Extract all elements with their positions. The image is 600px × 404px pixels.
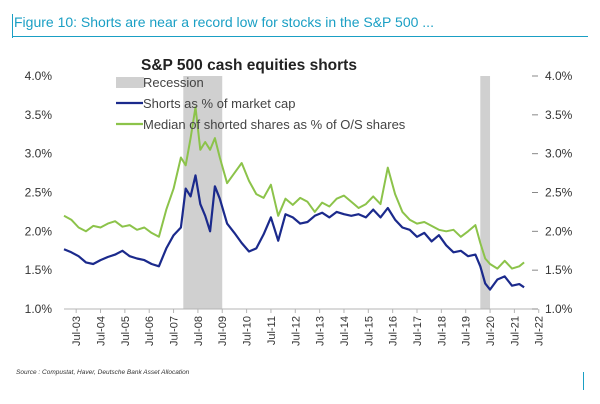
legend: Recession Shorts as % of market cap Median… — [116, 75, 406, 132]
y-tick-label: 2.5% — [25, 186, 53, 200]
x-tick-label: Jul-03 — [71, 316, 83, 346]
series-lines — [63, 106, 525, 291]
y-tick-label: 1.0% — [25, 302, 53, 316]
recession-bands — [183, 76, 491, 309]
series-line-median — [63, 106, 525, 270]
x-tick-label: Jul-16 — [388, 316, 400, 346]
figure-title: Figure 10: Shorts are near a record low … — [14, 14, 434, 30]
legend-swatch-recession — [116, 77, 144, 88]
y2-tick-label: 4.0% — [545, 69, 573, 83]
series-line-shorts — [63, 174, 525, 291]
right-accent-rule — [583, 372, 584, 390]
x-tick-label: Jul-10 — [242, 316, 254, 346]
x-tick-label: Jul-22 — [534, 316, 546, 346]
x-axis: Jul-03 Jul-04 Jul-05 Jul-06 Jul-07 Jul-08 Jul-… — [71, 309, 546, 346]
y-tick-label: 3.0% — [25, 147, 53, 161]
x-tick-label: Jul-04 — [96, 316, 108, 346]
legend-label-median: Median of shorted shares as % of O/S sha… — [143, 117, 406, 132]
recession-band-2 — [480, 76, 491, 309]
x-tick-label: Jul-13 — [315, 316, 327, 346]
title-underline-rule — [12, 36, 588, 37]
x-tick-label: Jul-18 — [436, 316, 448, 346]
x-tick-label: Jul-11 — [266, 316, 278, 345]
y2-tick-label: 1.0% — [545, 302, 573, 316]
x-tick-label: Jul-21 — [509, 316, 521, 346]
x-tick-label: Jul-09 — [217, 316, 229, 346]
x-tick-label: Jul-05 — [120, 316, 132, 346]
recession-band-1 — [183, 76, 223, 309]
y-tick-label: 2.0% — [25, 224, 53, 238]
y2-tick-label: 3.0% — [545, 147, 573, 161]
legend-label-shorts: Shorts as % of market cap — [143, 96, 295, 111]
y-axis-left: 1.0% 1.5% 2.0% 2.5% 3.0% 3.5% 4.0% — [25, 69, 53, 316]
chart-title: S&P 500 cash equities shorts — [141, 57, 357, 74]
x-tick-label: Jul-12 — [290, 316, 302, 346]
y2-tick-label: 1.5% — [545, 263, 573, 277]
y-tick-label: 4.0% — [25, 69, 53, 83]
x-tick-label: Jul-06 — [144, 316, 156, 346]
left-accent-rule — [12, 14, 13, 38]
x-tick-label: Jul-20 — [485, 316, 497, 346]
y2-tick-label: 3.5% — [545, 108, 573, 122]
y-tick-label: 3.5% — [25, 108, 53, 122]
source-note: Source : Compustat, Haver, Deutsche Bank… — [16, 369, 190, 376]
x-tick-label: Jul-08 — [193, 316, 205, 346]
x-tick-label: Jul-15 — [363, 316, 375, 346]
x-tick-label: Jul-07 — [169, 316, 181, 346]
y2-tick-label: 2.5% — [545, 186, 573, 200]
x-tick-label: Jul-17 — [412, 316, 424, 346]
legend-label-recession: Recession — [143, 75, 204, 90]
x-tick-label: Jul-14 — [339, 316, 351, 346]
y-tick-label: 1.5% — [25, 263, 53, 277]
x-tick-label: Jul-19 — [461, 316, 473, 346]
y-axis-right: 1.0% 1.5% 2.0% 2.5% 3.0% 3.5% 4.0% — [532, 69, 573, 316]
y2-tick-label: 2.0% — [545, 224, 573, 238]
